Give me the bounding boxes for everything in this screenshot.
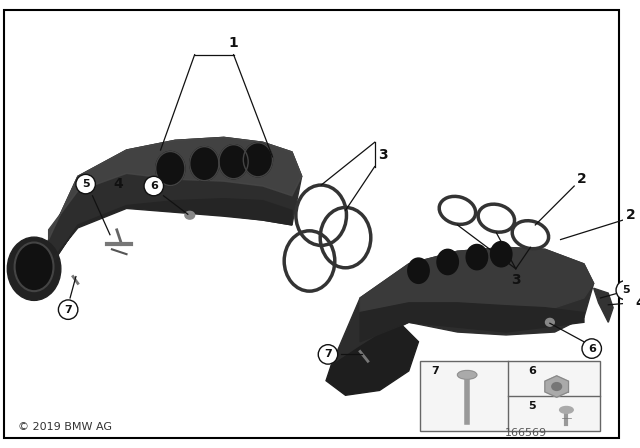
Bar xyxy=(420,361,600,431)
Ellipse shape xyxy=(219,145,248,179)
Ellipse shape xyxy=(545,319,554,326)
Ellipse shape xyxy=(408,258,429,284)
Text: 166569: 166569 xyxy=(504,428,547,438)
Circle shape xyxy=(582,339,602,358)
Text: 5: 5 xyxy=(82,179,90,189)
Text: 3: 3 xyxy=(511,273,520,288)
Ellipse shape xyxy=(466,245,488,270)
Text: 7: 7 xyxy=(431,366,439,376)
Ellipse shape xyxy=(243,143,273,177)
Text: 7: 7 xyxy=(64,305,72,314)
Text: 5: 5 xyxy=(529,401,536,411)
Text: 5: 5 xyxy=(622,285,630,295)
Ellipse shape xyxy=(7,237,61,301)
Ellipse shape xyxy=(437,249,458,275)
Polygon shape xyxy=(49,199,292,269)
Ellipse shape xyxy=(190,146,219,181)
Text: 2: 2 xyxy=(626,208,636,222)
Polygon shape xyxy=(49,138,301,240)
Text: 4: 4 xyxy=(636,296,640,310)
Circle shape xyxy=(616,280,636,300)
Text: 6: 6 xyxy=(529,366,536,376)
Text: 4: 4 xyxy=(114,177,124,191)
Polygon shape xyxy=(331,247,594,366)
Text: 1: 1 xyxy=(228,36,239,50)
Ellipse shape xyxy=(490,241,512,267)
Text: © 2019 BMW AG: © 2019 BMW AG xyxy=(17,422,111,432)
Ellipse shape xyxy=(156,151,185,185)
Polygon shape xyxy=(19,138,301,293)
Text: 6: 6 xyxy=(588,344,596,353)
Polygon shape xyxy=(594,288,613,322)
Circle shape xyxy=(318,345,338,364)
Text: 3: 3 xyxy=(378,148,387,162)
Polygon shape xyxy=(326,322,419,395)
Text: 7: 7 xyxy=(324,349,332,359)
Circle shape xyxy=(76,174,95,194)
Ellipse shape xyxy=(15,242,54,291)
Ellipse shape xyxy=(185,211,195,219)
Circle shape xyxy=(58,300,78,319)
Polygon shape xyxy=(360,247,594,313)
Text: 6: 6 xyxy=(150,181,157,191)
Polygon shape xyxy=(49,138,301,240)
Polygon shape xyxy=(545,376,568,397)
Ellipse shape xyxy=(458,370,477,379)
Text: 2: 2 xyxy=(577,172,587,186)
Ellipse shape xyxy=(552,383,561,390)
Ellipse shape xyxy=(559,406,573,414)
Polygon shape xyxy=(360,303,584,342)
Circle shape xyxy=(144,177,163,196)
